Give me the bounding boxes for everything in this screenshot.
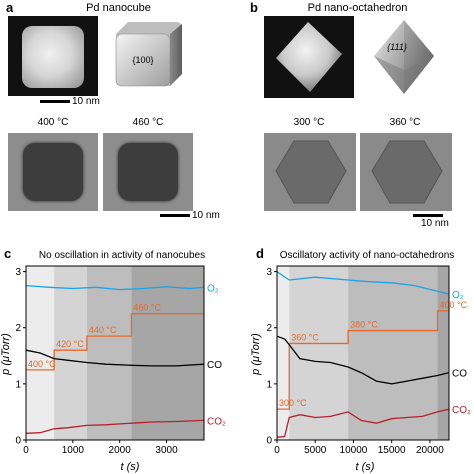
chart-d-ylabel: p (μTorr) bbox=[250, 333, 262, 376]
chart-d-ytick-label-2: 2 bbox=[266, 323, 272, 334]
chart-c-series-line-0 bbox=[25, 284, 205, 291]
chart-d-panel-letter: d bbox=[256, 246, 264, 261]
chart-c-panel-letter: c bbox=[4, 246, 11, 261]
chart-c-temperature-label-1: 420 °C bbox=[56, 339, 84, 349]
chart-d-axes-frame bbox=[276, 265, 450, 441]
chart-c-axes-frame bbox=[25, 265, 205, 441]
chart-c-series-line-1 bbox=[25, 349, 205, 367]
chart-d-series-line-0 bbox=[276, 271, 450, 295]
chart-d-series-label-1: CO bbox=[452, 369, 467, 380]
temp-label-b2: 360 °C bbox=[389, 117, 421, 128]
chart-c-temperature-label-0: 400 °C bbox=[28, 359, 56, 369]
chart-d-shade-region-2 bbox=[348, 266, 438, 440]
chart-d-series-label-2: CO₂ bbox=[452, 405, 471, 416]
chart-c-series-label-1: CO bbox=[207, 360, 222, 371]
scale-bar-a-bottom-label: 10 nm bbox=[192, 210, 220, 221]
chart-c-xtick-label-2: 2000 bbox=[109, 445, 132, 456]
octahedron-tem-image-2 bbox=[360, 133, 452, 211]
chart-d-series-line-2 bbox=[276, 408, 450, 438]
chart-d-temperature-label-3: 400 °C bbox=[440, 300, 468, 310]
chart-c-xtick-label-0: 0 bbox=[23, 445, 29, 456]
chart-c-series-label-2: CO₂ bbox=[207, 416, 226, 427]
chart-c-ytick-label-2: 2 bbox=[15, 323, 21, 334]
chart-c-temperature-step-line bbox=[26, 313, 204, 371]
octahedron-facet-label: {111} bbox=[387, 42, 407, 52]
chart-c-shade-region-1 bbox=[54, 266, 87, 440]
chart-d-xtick-label-0: 0 bbox=[274, 445, 280, 456]
chart-d-series-line-1 bbox=[276, 335, 450, 385]
chart-c-ytick-label-3: 3 bbox=[15, 267, 21, 278]
chart-d-title: Oscillatory activity of nano-octahedrons bbox=[280, 250, 455, 261]
chart-d: d Oscillatory activity of nano-octahedro… bbox=[250, 246, 471, 473]
chart-c-title: No oscillation in activity of nanocubes bbox=[39, 250, 205, 261]
chart-d-ytick-label-3: 3 bbox=[266, 267, 272, 278]
temp-label-b1: 300 °C bbox=[293, 117, 325, 128]
nanocube-tem-image-1 bbox=[8, 133, 98, 211]
chart-d-plot-area: 300 °C 360 °C 380 °C 400 °CO₂ CO CO₂ 0 5000 1000… bbox=[266, 265, 471, 456]
chart-c-xtick-label-1: 1000 bbox=[62, 445, 85, 456]
chart-d-temperature-label-0: 300 °C bbox=[279, 398, 307, 408]
chart-c-temperature-label-2: 440 °C bbox=[89, 325, 117, 335]
chart-c-ytick-label-0: 0 bbox=[15, 436, 21, 447]
scale-bar-b-bottom-label: 10 nm bbox=[421, 218, 449, 229]
chart-c-xtick-label-3: 3000 bbox=[155, 445, 178, 456]
nanocube-haadf-image bbox=[8, 16, 98, 96]
cube-facet-label: {100} bbox=[132, 55, 153, 65]
octahedron-model-icon: {111} bbox=[374, 20, 434, 94]
chart-c-series-label-0: O₂ bbox=[207, 283, 219, 294]
chart-c-series-line-2 bbox=[25, 419, 205, 434]
scale-bar-a-top bbox=[40, 100, 70, 103]
octahedron-tem-image-1 bbox=[264, 133, 356, 211]
chart-d-xlabel: t (s) bbox=[356, 461, 375, 473]
chart-d-temperature-label-2: 380 °C bbox=[350, 320, 378, 330]
temp-label-a2: 460 °C bbox=[132, 117, 164, 128]
chart-c-shade-region-3 bbox=[131, 266, 204, 440]
chart-d-shade-region-1 bbox=[289, 266, 349, 440]
temp-label-a1: 400 °C bbox=[37, 117, 69, 128]
scale-bar-b-bottom bbox=[413, 214, 443, 217]
chart-d-xtick-label-3: 15000 bbox=[378, 445, 406, 456]
chart-d-temperature-step-line bbox=[277, 310, 449, 410]
chart-c-ylabel: p (μTorr) bbox=[0, 333, 12, 376]
chart-d-xtick-label-2: 10000 bbox=[340, 445, 368, 456]
chart-c-temperature-label-3: 460 °C bbox=[133, 303, 161, 313]
panel-a-letter: a bbox=[6, 0, 14, 15]
chart-d-temperature-label-1: 360 °C bbox=[291, 332, 319, 342]
chart-d-xtick-label-4: 20000 bbox=[416, 445, 444, 456]
nanocube-tem-image-2 bbox=[103, 133, 193, 211]
chart-d-ytick-label-0: 0 bbox=[266, 436, 272, 447]
chart-c: c No oscillation in activity of nanocube… bbox=[0, 246, 226, 473]
scale-bar-a-top-label: 10 nm bbox=[72, 96, 100, 107]
chart-c-xlabel: t (s) bbox=[121, 461, 140, 473]
chart-d-shade-region-3 bbox=[437, 266, 449, 440]
scale-bar-a-bottom bbox=[160, 214, 190, 217]
chart-d-xtick-label-1: 5000 bbox=[304, 445, 327, 456]
chart-d-ytick-label-1: 1 bbox=[266, 379, 272, 390]
panel-b-title: Pd nano-octahedron bbox=[307, 2, 408, 14]
panel-a-title: Pd nanocube bbox=[86, 2, 151, 14]
chart-c-shade-region-2 bbox=[86, 266, 132, 440]
panel-b-letter: b bbox=[250, 0, 258, 15]
nanocube-model-icon: {100} bbox=[115, 22, 182, 87]
octahedron-haadf-image bbox=[264, 16, 354, 98]
chart-c-ytick-label-1: 1 bbox=[15, 379, 21, 390]
chart-d-series-label-0: O₂ bbox=[452, 290, 464, 301]
chart-d-shade-region-0 bbox=[277, 266, 290, 440]
